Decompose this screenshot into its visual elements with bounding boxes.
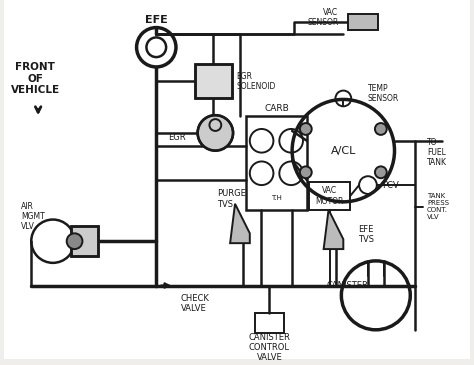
Bar	[195, 64, 232, 99]
Text: TO
FUEL
TANK: TO FUEL TANK	[427, 138, 447, 168]
Circle shape	[300, 123, 312, 135]
Bar	[195, 64, 232, 99]
Text: CHECK
VALVE: CHECK VALVE	[181, 293, 210, 313]
Text: EFE
TVS: EFE TVS	[358, 224, 374, 244]
Text: CARB: CARB	[264, 104, 289, 113]
Text: VAC
SENSOR: VAC SENSOR	[307, 8, 338, 27]
Text: EGR
SOLENOID: EGR SOLENOID	[236, 72, 275, 91]
Text: PURGE
TVS: PURGE TVS	[217, 189, 246, 208]
Bar	[246, 116, 307, 210]
Bar	[255, 313, 284, 333]
Circle shape	[67, 233, 82, 249]
Bar	[71, 226, 98, 256]
Polygon shape	[324, 210, 343, 249]
Circle shape	[375, 123, 387, 135]
Text: A/CL: A/CL	[331, 146, 356, 155]
Text: FRONT
OF
VEHICLE: FRONT OF VEHICLE	[10, 62, 60, 95]
Text: TANK
PRESS
CONT.
VLV: TANK PRESS CONT. VLV	[427, 193, 449, 220]
Bar	[71, 226, 98, 256]
Circle shape	[300, 166, 312, 178]
Bar	[309, 182, 350, 210]
Text: VAC
MOTOR: VAC MOTOR	[315, 186, 344, 205]
Text: TEMP
SENSOR: TEMP SENSOR	[368, 84, 399, 103]
Text: EGR: EGR	[168, 133, 186, 142]
Circle shape	[375, 166, 387, 178]
Bar	[348, 14, 378, 30]
Text: EFE: EFE	[145, 15, 168, 25]
Text: AIR
MGMT
VLV: AIR MGMT VLV	[21, 202, 45, 231]
Text: PCV: PCV	[382, 181, 399, 189]
Polygon shape	[230, 204, 250, 243]
Text: CANISTER: CANISTER	[327, 281, 368, 290]
Circle shape	[198, 115, 233, 151]
Text: T.H: T.H	[271, 195, 282, 201]
Text: CANISTER
CONTROL
VALVE: CANISTER CONTROL VALVE	[248, 333, 291, 362]
